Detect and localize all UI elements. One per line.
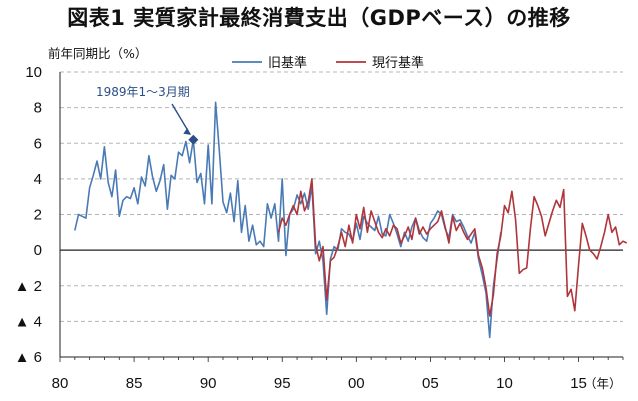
x-tick-label: 00 [348, 375, 365, 392]
x-tick-label: 05 [422, 375, 439, 392]
x-tick-label: 90 [200, 375, 217, 392]
annotation-arrowhead [183, 127, 191, 135]
y-tick-label: 0 [34, 242, 42, 259]
x-tick-label: 10 [496, 375, 513, 392]
y-axis-label: 前年同期比（%） [48, 46, 147, 61]
chart-title: 図表1 実質家計最終消費支出（GDPベース）の推移 [67, 6, 571, 30]
series-layer [74, 101, 628, 339]
x-tick-label: 85 [126, 375, 143, 392]
series-line-1 [74, 101, 502, 339]
annotation: 1989年1～3月期 [96, 85, 199, 145]
gridlines [60, 71, 623, 358]
x-tick-label: 80 [52, 375, 69, 392]
annotation-marker [188, 134, 199, 145]
y-tick-label: ▲ 4 [15, 313, 42, 330]
y-tick-label: 8 [34, 100, 42, 117]
axes: 10 8 6 4 2 0 ▲ 2 ▲ 4 ▲ 6 80 85 90 95 00 05 10 15 [15, 64, 624, 392]
x-tick-label: 95 [274, 375, 291, 392]
legend-label-2: 現行基準 [372, 55, 424, 71]
series-line-2 [277, 178, 628, 317]
legend-label-1: 旧基準 [268, 55, 307, 71]
x-axis-label: （年） [584, 376, 622, 391]
y-tick-label: 2 [34, 207, 42, 224]
x-tick-label: 15 [570, 375, 587, 392]
y-tick-label: 6 [34, 135, 42, 152]
y-tick-label: ▲ 6 [15, 349, 42, 366]
y-tick-label: ▲ 2 [15, 278, 42, 295]
legend: 旧基準 現行基準 [232, 55, 424, 71]
y-tick-label: 10 [25, 64, 42, 81]
annotation-label: 1989年1～3月期 [96, 85, 190, 99]
y-tick-label: 4 [34, 171, 42, 188]
